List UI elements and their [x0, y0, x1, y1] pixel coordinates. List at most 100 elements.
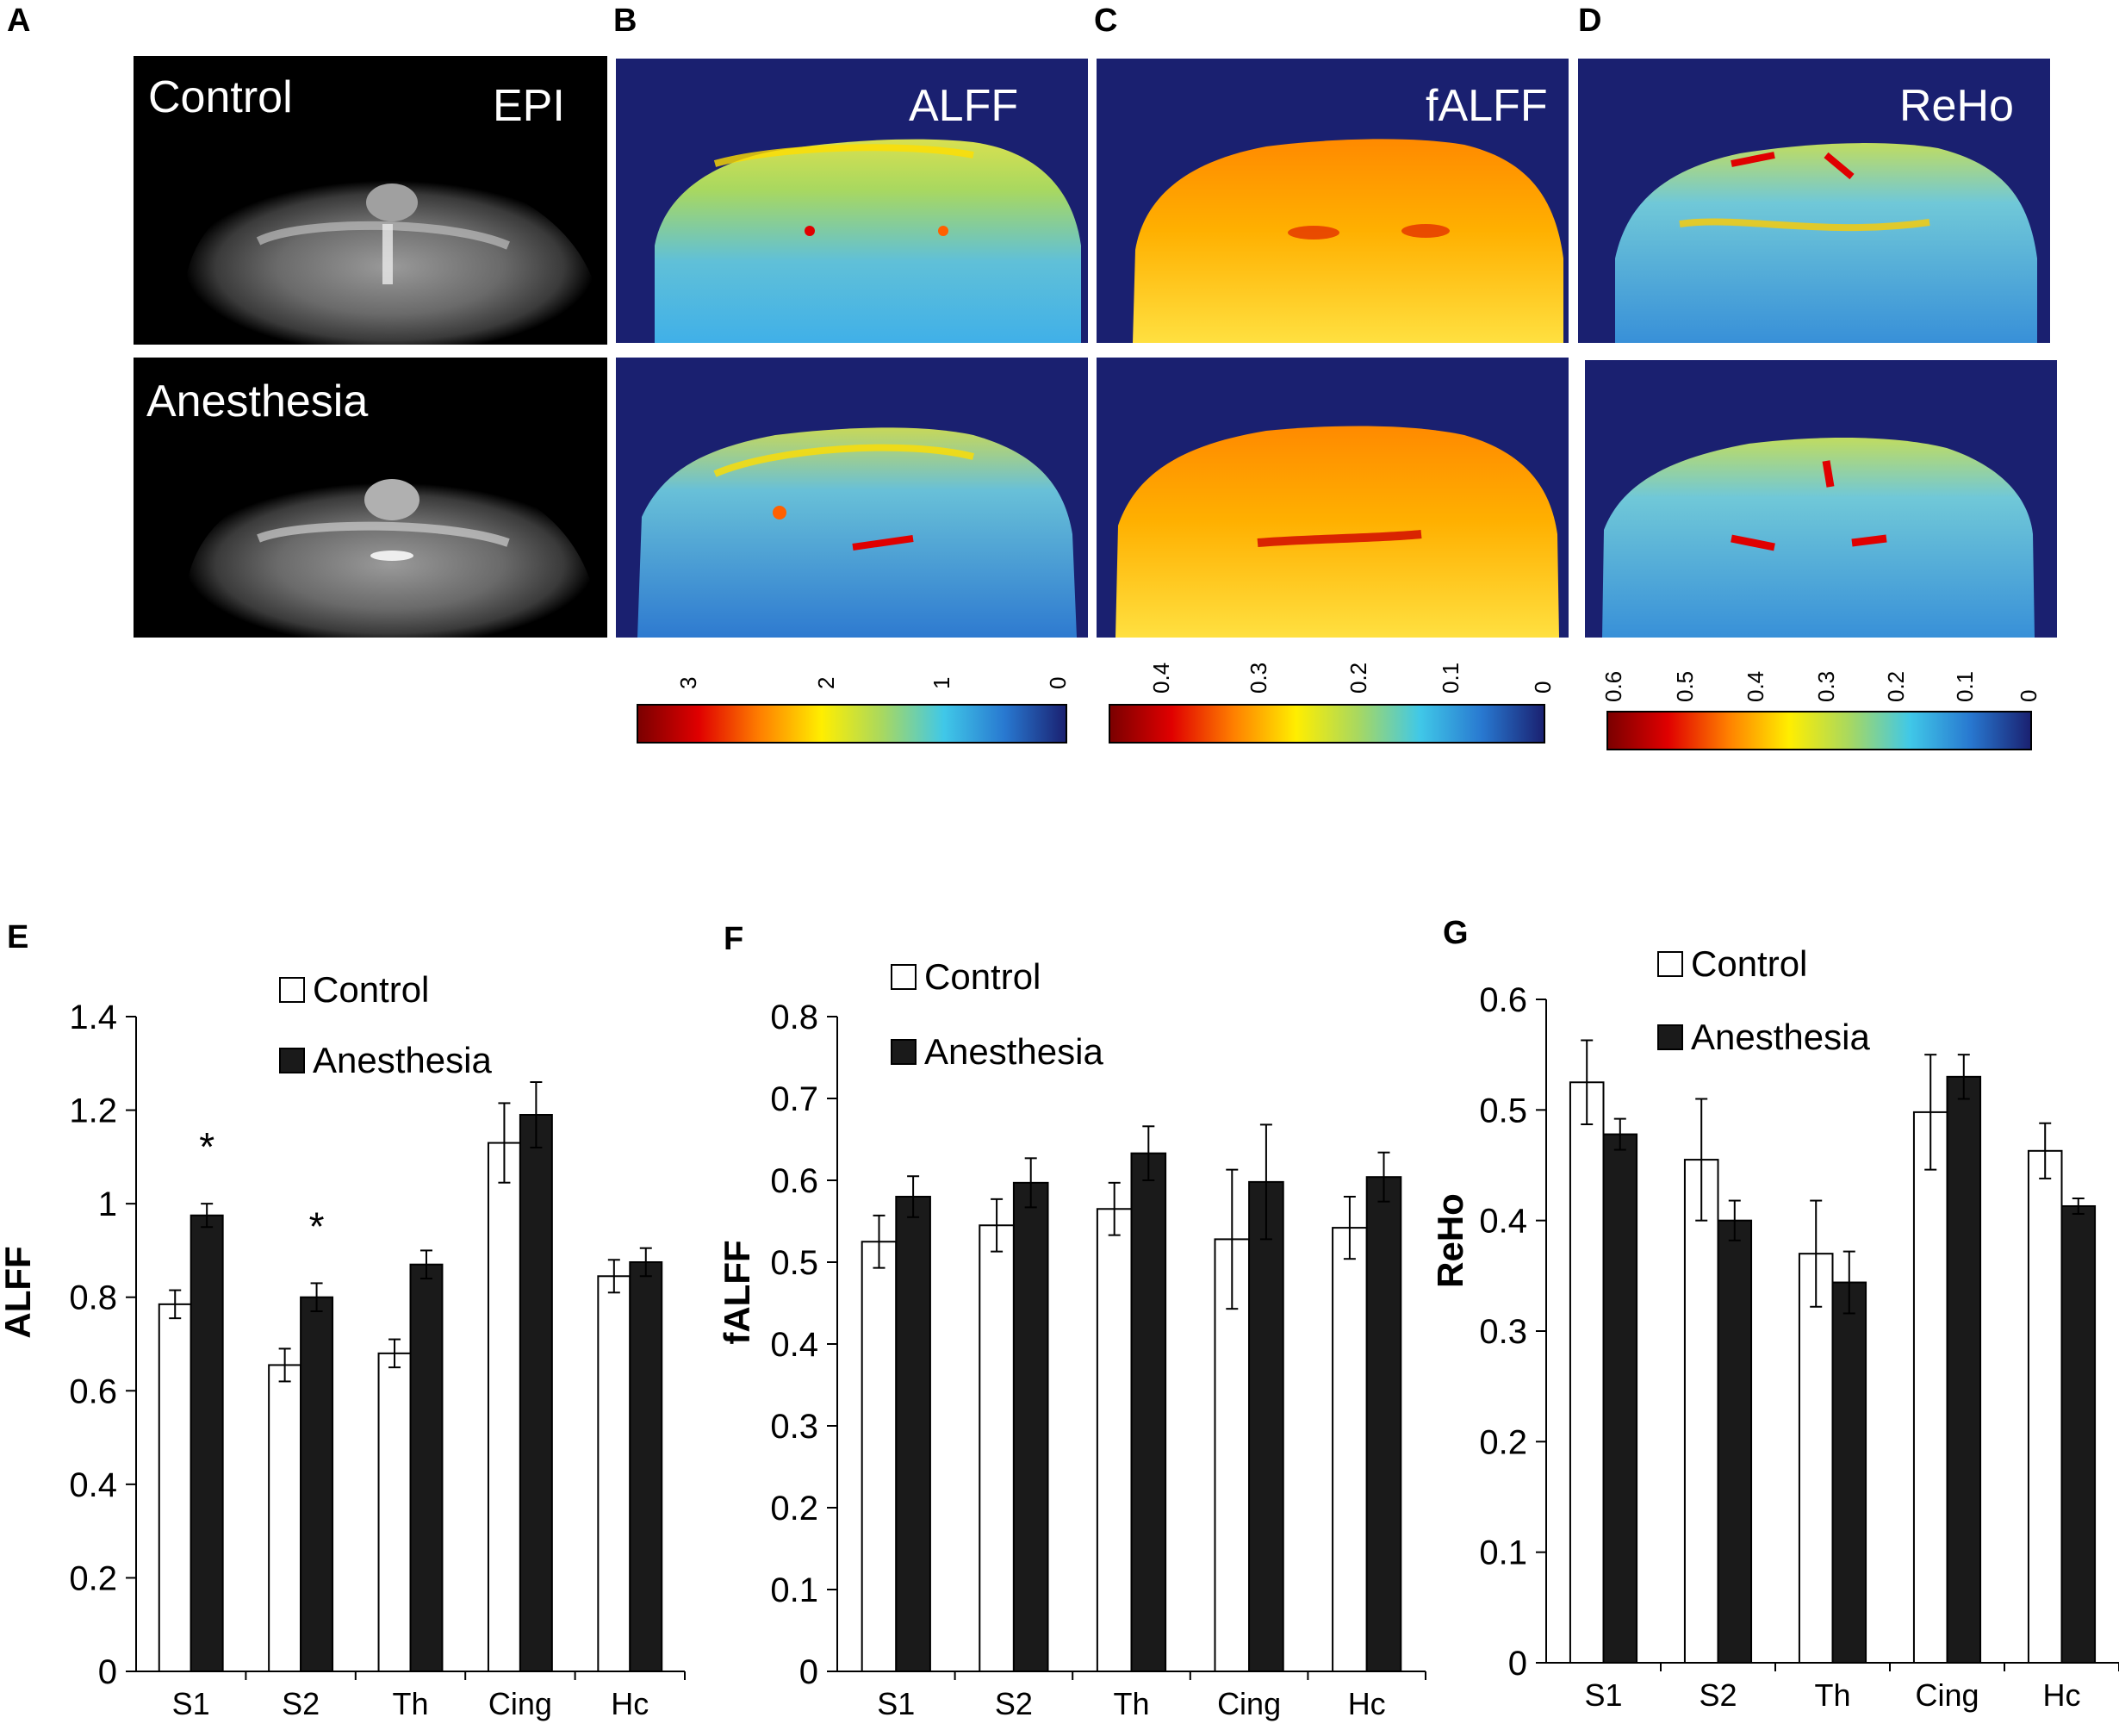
alff-bar-anesthesia — [300, 1296, 334, 1672]
alff-ylabel: ALFF — [0, 1246, 38, 1338]
map-label-falff: fALFF — [1426, 81, 1548, 131]
falff-bar-anesthesia — [1130, 1152, 1167, 1672]
reho-ytick-label: 0.6 — [1479, 981, 1527, 1019]
chart-reho: 0 0.1 0.2 0.3 0.4 0.5 0.6 ReHo S1 S2 Th Cing Hc Contr… — [1430, 943, 2119, 1713]
falff-ytick-label: 0 — [799, 1653, 818, 1691]
falff-ytick-label: 0.1 — [770, 1571, 818, 1609]
falff-legend-label-control: Control — [924, 956, 1041, 997]
colorbar-alff-tick-1: 2 — [813, 677, 839, 689]
falff-ytick-label: 0.6 — [770, 1162, 818, 1200]
epi-label: EPI — [493, 81, 565, 131]
alff-category-label: S2 — [282, 1686, 320, 1721]
reho-category-label: S1 — [1584, 1677, 1622, 1713]
reho-legend-label-anesthesia: Anesthesia — [1691, 1017, 1870, 1057]
alff-category-label: Cing — [488, 1686, 552, 1721]
reho-ytick-label: 0.3 — [1479, 1313, 1527, 1351]
reho-ytick-label: 0 — [1508, 1645, 1527, 1683]
alff-bar-control — [597, 1275, 631, 1673]
colorbar-reho-tick-0: 0.6 — [1600, 671, 1626, 702]
alff-bar-control — [377, 1352, 412, 1673]
colorbar-reho-tick-3: 0.3 — [1813, 671, 1839, 702]
alff-ytick-label: 1.2 — [69, 1092, 117, 1130]
alff-legend-swatch-control — [279, 977, 305, 1003]
chart-falff: 0 0.1 0.2 0.3 0.4 0.5 0.6 0.7 0.8 fALFF S1 S2 Th Cing… — [717, 956, 1426, 1721]
colorbar-falff-tick-0: 0.4 — [1148, 663, 1174, 694]
colorbar-falff-tick-1: 0.3 — [1246, 663, 1271, 694]
alff-bar-anesthesia — [519, 1114, 553, 1672]
alff-bar-anesthesia — [190, 1214, 224, 1672]
falff-ytick-label: 0.4 — [770, 1326, 818, 1364]
alff-ytick-label: 0.8 — [69, 1279, 117, 1317]
reho-anesthesia-map — [1585, 360, 2057, 638]
reho-legend-swatch-anesthesia — [1657, 1024, 1683, 1050]
panel-label-a: A — [7, 3, 30, 39]
reho-ytick-label: 0.5 — [1479, 1092, 1527, 1129]
falff-bar-anesthesia — [895, 1196, 931, 1672]
falff-bar-control — [861, 1241, 898, 1672]
falff-legend-swatch-anesthesia — [891, 1039, 917, 1065]
reho-bar-control — [2027, 1149, 2063, 1664]
falff-bar-control — [1096, 1208, 1133, 1672]
colorbar-reho-tick-2: 0.4 — [1743, 671, 1768, 702]
falff-bar-anesthesia — [1248, 1180, 1284, 1672]
reho-legend-swatch-control — [1657, 951, 1683, 977]
alff-bar-control — [487, 1142, 521, 1672]
falff-bar-anesthesia — [1365, 1176, 1402, 1672]
panel-label-e: E — [7, 919, 28, 955]
alff-significance-mark: * — [199, 1124, 214, 1169]
reho-bar-anesthesia — [1602, 1133, 1638, 1664]
alff-legend-label-control: Control — [313, 969, 429, 1010]
reho-bar-control — [1912, 1111, 1948, 1664]
reho-ytick-label: 0.4 — [1479, 1203, 1527, 1241]
colorbar-alff-tick-2: 1 — [929, 677, 954, 689]
colorbar-falff-tick-4: 0 — [1530, 681, 1556, 694]
reho-bar-anesthesia — [1717, 1219, 1753, 1664]
alff-legend-swatch-anesthesia — [279, 1048, 305, 1073]
colorbar-reho-tick-4: 0.2 — [1883, 671, 1909, 702]
reho-ytick-label: 0.1 — [1479, 1534, 1527, 1572]
falff-legend-swatch-control — [891, 964, 917, 990]
alff-control-map — [616, 59, 1088, 343]
colorbar-falff-tick-2: 0.2 — [1345, 663, 1371, 694]
reho-bar-anesthesia — [1831, 1281, 1867, 1664]
map-label-alff: ALFF — [909, 81, 1018, 131]
reho-ytick-label: 0.2 — [1479, 1423, 1527, 1461]
alff-ytick-label: 1.4 — [69, 999, 117, 1036]
alff-ytick-label: 0.4 — [69, 1466, 117, 1504]
alff-category-label: Th — [392, 1686, 428, 1721]
colorbar-reho-tick-1: 0.5 — [1672, 671, 1698, 702]
row-label-control: Control — [148, 72, 293, 122]
falff-category-label: Hc — [1348, 1686, 1386, 1721]
falff-category-label: S2 — [995, 1686, 1033, 1721]
map-label-reho: ReHo — [1899, 81, 2014, 131]
reho-bar-control — [1569, 1081, 1605, 1664]
colorbar-reho-tick-5: 0.1 — [1952, 671, 1978, 702]
falff-category-label: S1 — [877, 1686, 915, 1721]
falff-ytick-label: 0.7 — [770, 1080, 818, 1118]
colorbar-alff: 3 2 1 0 — [637, 677, 1071, 744]
falff-bar-control — [1332, 1227, 1368, 1672]
colorbar-alff-tick-0: 3 — [675, 677, 701, 689]
alff-bar-control — [268, 1364, 302, 1673]
reho-category-label: Cing — [1915, 1677, 1979, 1713]
panel-label-g: G — [1443, 915, 1469, 951]
row-label-anesthesia: Anesthesia — [146, 376, 368, 426]
reho-bar-control — [1798, 1253, 1834, 1664]
alff-ytick-label: 1 — [98, 1185, 117, 1223]
panel-label-c: C — [1094, 3, 1117, 39]
alff-bar-anesthesia — [629, 1261, 663, 1672]
falff-ytick-label: 0.5 — [770, 1244, 818, 1282]
falff-anesthesia-map — [1097, 358, 1569, 638]
falff-ytick-label: 0.8 — [770, 999, 818, 1036]
panel-label-f: F — [724, 921, 743, 957]
falff-legend-label-anesthesia: Anesthesia — [924, 1031, 1103, 1072]
reho-category-label: S2 — [1699, 1677, 1737, 1713]
falff-bar-anesthesia — [1012, 1181, 1049, 1672]
falff-category-label: Cing — [1217, 1686, 1281, 1721]
alff-anesthesia-map — [616, 358, 1088, 638]
falff-control-map — [1097, 59, 1569, 343]
falff-ytick-label: 0.3 — [770, 1408, 818, 1446]
alff-ytick-label: 0.6 — [69, 1372, 117, 1410]
epi-control-image — [134, 56, 607, 345]
